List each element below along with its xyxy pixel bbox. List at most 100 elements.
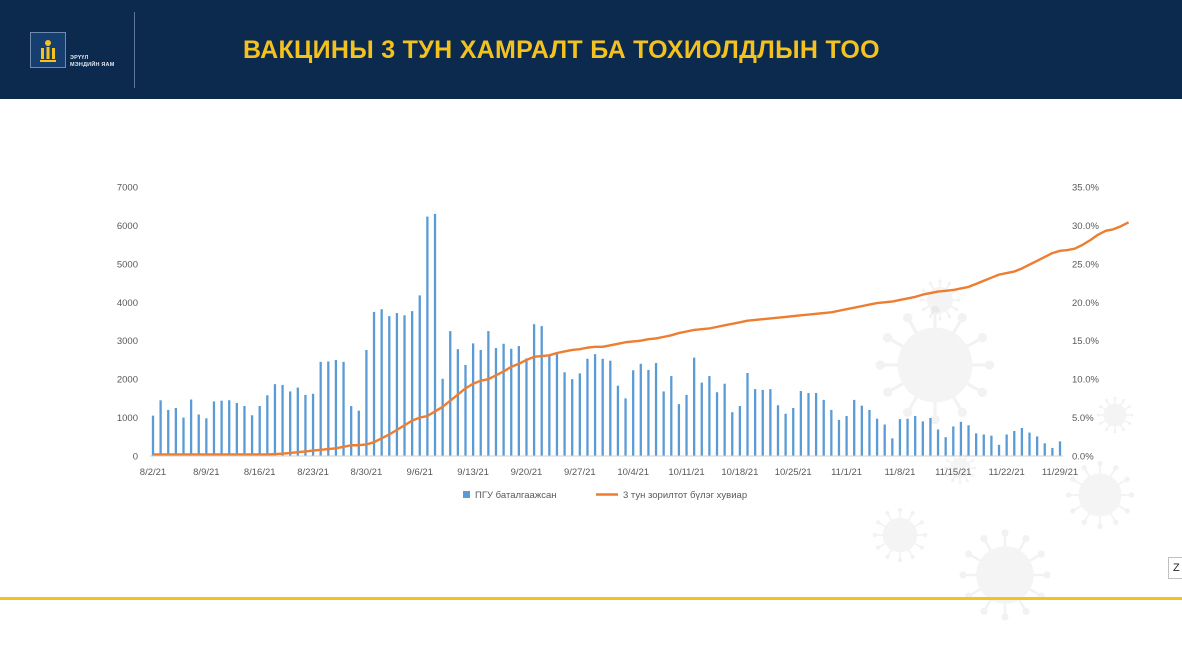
y-left-tick-label: 4000 — [117, 298, 138, 309]
bar — [441, 378, 444, 456]
x-tick-label: 8/23/21 — [297, 467, 329, 478]
bar — [548, 355, 551, 456]
bar — [677, 404, 681, 456]
bar — [418, 295, 421, 456]
bar — [243, 406, 246, 456]
virus-icon — [919, 279, 961, 321]
bar — [220, 400, 223, 456]
bar — [487, 331, 490, 456]
y-left-tick-label: 7000 — [117, 183, 138, 194]
bar — [670, 376, 673, 456]
bar — [311, 393, 315, 456]
bar — [525, 358, 528, 456]
x-tick-label: 10/11/21 — [668, 467, 704, 478]
x-tick-label: 8/30/21 — [351, 467, 383, 478]
bar — [289, 391, 292, 456]
y-right-tick-label: 35.0% — [1072, 183, 1099, 194]
bar — [731, 412, 734, 456]
bar — [761, 389, 764, 456]
bar — [776, 405, 780, 456]
bar — [235, 402, 238, 456]
bar — [319, 361, 322, 456]
virus-decorations — [872, 279, 1135, 621]
x-tick-label: 10/4/21 — [617, 467, 649, 478]
bar — [350, 406, 353, 456]
bar — [1005, 434, 1008, 456]
bar — [151, 415, 155, 456]
ministry-name: ЭРҮҮЛ МЭНДИЙН ЯАМ — [70, 55, 115, 69]
bar — [952, 426, 955, 456]
coverage-line — [153, 221, 1130, 456]
line-series — [153, 221, 1130, 456]
y-right-tick-label: 25.0% — [1072, 259, 1099, 270]
y-right-tick-label: 30.0% — [1072, 221, 1099, 232]
y-right-tick-label: 15.0% — [1072, 336, 1099, 347]
ministry-logo — [30, 32, 66, 68]
bar — [159, 400, 162, 456]
x-tick-label: 9/20/21 — [511, 467, 543, 478]
y-left-tick-label: 3000 — [117, 336, 138, 347]
bar — [685, 394, 688, 456]
virus-icon — [875, 305, 995, 425]
slide-title: ВАКЦИНЫ 3 ТУН ХАМРАЛТ БА ТОХИОЛДЛЫН ТОО — [243, 36, 880, 64]
bar — [380, 309, 383, 456]
bar — [700, 382, 703, 456]
bar — [860, 405, 863, 456]
virus-icon — [1065, 460, 1135, 530]
legend-bar-label: ПГУ баталгаажсан — [475, 490, 556, 501]
bar — [632, 370, 635, 456]
bar — [334, 359, 338, 456]
bar — [342, 361, 345, 456]
chart-axes: 0 1000 2000 3000 4000 5000 6000 7000 0.0% 5.0% 10.… — [117, 183, 1100, 479]
bar — [174, 407, 178, 456]
x-tick-label: 8/16/21 — [244, 467, 276, 478]
bar — [814, 392, 818, 456]
bar — [975, 433, 978, 456]
bar — [517, 346, 520, 456]
x-tick-label: 11/29/21 — [1042, 467, 1078, 478]
bar — [410, 311, 414, 456]
bar — [281, 384, 284, 456]
bar — [609, 360, 612, 456]
bar — [944, 437, 947, 456]
y-right-tick-label: 5.0% — [1072, 413, 1094, 424]
x-tick-label: 11/15/21 — [935, 467, 971, 478]
bar — [616, 385, 620, 456]
bar — [456, 349, 460, 456]
bar — [929, 417, 932, 456]
bar — [258, 406, 261, 456]
bar — [853, 399, 856, 456]
bar — [327, 361, 330, 456]
bar — [959, 421, 963, 456]
bar — [1051, 447, 1054, 456]
bar — [693, 357, 696, 456]
bar — [372, 311, 376, 456]
bar — [471, 343, 475, 456]
bar — [792, 407, 795, 456]
x-tick-label: 9/27/21 — [564, 467, 596, 478]
bar — [1035, 436, 1039, 456]
bar — [365, 349, 368, 456]
y-left-tick-label: 6000 — [117, 221, 138, 232]
bar — [212, 401, 216, 456]
x-tick-label: 8/9/21 — [193, 467, 219, 478]
bar — [571, 379, 574, 456]
virus-icon — [959, 529, 1051, 621]
bar — [563, 372, 566, 456]
bar — [1028, 432, 1031, 456]
bar — [997, 444, 1001, 456]
x-tick-label: 9/6/21 — [407, 467, 433, 478]
zoom-tab[interactable]: Z — [1168, 557, 1182, 579]
x-tick-label: 8/2/21 — [140, 467, 166, 478]
legend-line-label: 3 тун зорилтот бүлэг хувиар — [623, 490, 747, 501]
bar — [296, 387, 299, 456]
bar — [1013, 431, 1016, 456]
bar — [624, 398, 627, 456]
bar — [898, 419, 902, 456]
bar — [921, 421, 924, 456]
bar-series — [151, 213, 1062, 456]
footer-accent-line — [0, 597, 1182, 600]
y-left-tick-label: 2000 — [117, 375, 138, 386]
y-left-tick-label: 0 — [133, 452, 138, 463]
